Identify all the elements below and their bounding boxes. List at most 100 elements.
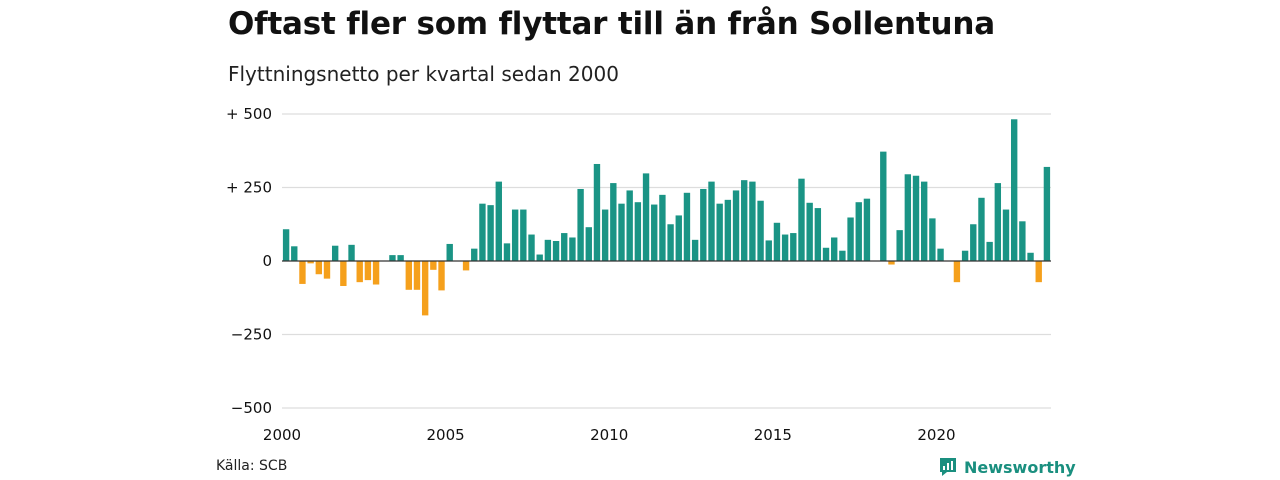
bar [765,240,772,261]
bar [741,180,748,261]
bar [282,229,290,261]
bar [503,243,511,261]
bar [822,247,830,261]
x-tick-label: 2020 [917,426,955,444]
bar [528,234,535,261]
bar [831,237,838,261]
bar [749,181,756,261]
bar [970,224,977,261]
bar [929,218,936,261]
bar [863,198,871,261]
bar [626,190,633,261]
bar [307,261,314,264]
bar [291,246,298,261]
x-tick-label: 2015 [754,426,792,444]
bar [1035,261,1042,283]
bar [405,261,412,290]
bar [372,261,380,285]
bar [340,261,347,286]
bar [814,208,822,261]
bar [986,241,993,261]
bar [651,204,658,261]
bar [708,181,715,261]
bar [544,239,552,261]
bar [773,222,781,261]
bar [413,261,421,290]
bar [937,248,944,261]
bar [479,203,486,261]
bar [364,261,372,281]
bar [839,250,846,261]
bar [471,248,478,261]
y-tick-label: −500 [231,399,272,417]
bar [675,215,682,261]
bar [904,174,912,261]
bar [978,197,985,261]
bar [855,202,862,261]
y-tick-label: 0 [262,252,272,270]
x-tick-label: 2005 [427,426,465,444]
brand-logo: Newsworthy [938,456,1076,478]
bar [781,234,789,261]
bar [495,181,502,261]
bar [634,202,642,261]
bar [446,243,453,261]
bar [1019,221,1026,261]
bar [700,188,707,261]
bar [847,217,854,261]
bar [896,230,903,261]
bar [397,255,404,261]
y-tick-label: −250 [231,326,272,344]
bar [389,255,396,261]
bar [683,192,691,261]
bar [1002,209,1010,261]
bar [667,224,674,261]
bar [577,188,584,261]
x-tick-label: 2000 [263,426,301,444]
bar [1010,119,1018,262]
bar [430,261,437,270]
bar [642,173,650,261]
bar [912,175,920,261]
bar [552,241,560,261]
bar [757,200,764,261]
bar [724,199,732,261]
x-tick-label: 2010 [590,426,628,444]
bar [348,244,355,261]
bar [880,151,887,261]
bar [888,261,895,265]
bar [585,227,592,261]
bar [1043,166,1051,261]
y-tick-label: + 500 [226,105,272,123]
bar [323,261,331,279]
bar [299,261,306,284]
bar [601,209,609,261]
chart-title: Oftast fler som flyttar till än från Sol… [228,6,995,42]
bars [282,119,1051,316]
bar [806,202,813,261]
bar [659,194,666,261]
bar [462,261,470,271]
axes: + 500 + 250 0 −250 −500 2000 2005 2010 2015 2020 [226,105,1051,444]
bar [569,237,576,261]
bar [536,254,543,261]
bar [438,261,445,291]
bar [790,233,797,261]
bar [798,178,805,261]
bar [994,183,1002,261]
source-label: Källa: SCB [216,458,288,474]
bar [610,183,617,261]
bar [315,261,323,275]
brand-name: Newsworthy [964,457,1076,477]
bar [691,239,699,261]
bar [356,261,363,283]
bar [953,261,961,283]
bar [618,203,625,261]
newsworthy-icon [940,458,956,476]
bar [511,209,519,261]
bar [421,261,429,316]
bar [487,205,494,261]
bar [732,190,740,261]
bar [716,203,723,261]
